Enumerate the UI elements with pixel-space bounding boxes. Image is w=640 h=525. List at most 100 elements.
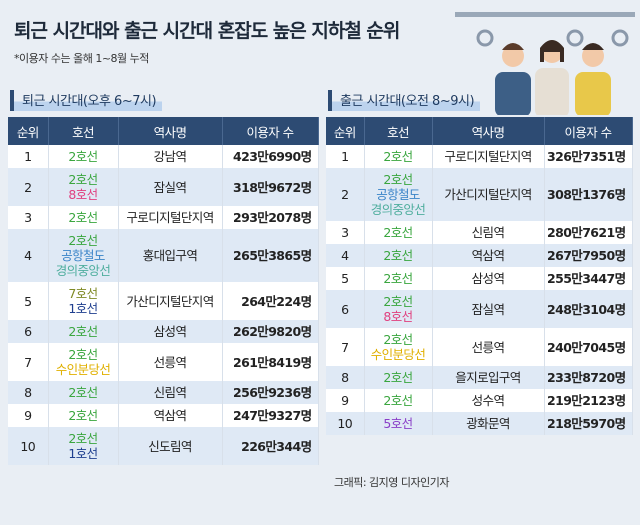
users: 280만7621명 — [544, 221, 633, 244]
station: 잠실역 — [118, 168, 223, 206]
station: 삼성역 — [118, 320, 223, 343]
lines: 2호선 — [364, 145, 433, 168]
lines: 2호선 — [48, 206, 119, 229]
table-row: 2 2호선 8호선 잠실역 318만9672명 — [8, 168, 319, 206]
rank: 1 — [326, 145, 365, 168]
column-header: 역사명 — [118, 117, 223, 145]
users: 326만7351명 — [544, 145, 633, 168]
table-row: 8 2호선 을지로입구역 233만8720명 — [326, 366, 633, 389]
users: 247만9327명 — [222, 404, 319, 427]
lines: 5호선 — [364, 412, 433, 435]
lines: 2호선 — [48, 381, 119, 404]
rank: 5 — [326, 267, 365, 290]
station: 선릉역 — [118, 343, 223, 381]
station: 강남역 — [118, 145, 223, 168]
line-name: 2호선 — [68, 149, 98, 164]
lines: 2호선 수인분당선 — [48, 343, 119, 381]
title: 퇴근 시간대와 출근 시간대 혼잡도 높은 지하철 순위 — [14, 20, 400, 42]
rank: 9 — [8, 404, 49, 427]
line-name: 2호선 — [68, 347, 98, 362]
line-name: 수인분당선 — [55, 362, 111, 377]
column-header: 이용자 수 — [222, 117, 319, 145]
rank: 1 — [8, 145, 49, 168]
users: 226만344명 — [222, 427, 319, 465]
ranking-table: 순위 호선 역사명 이용자 수 1 2호선 강남역 423만6990명 2 2호선 8호선 잠실역 31… — [8, 117, 319, 465]
table-row: 1 2호선 구로디지털단지역 326만7351명 — [326, 145, 633, 168]
station: 신림역 — [118, 381, 223, 404]
rank: 8 — [8, 381, 49, 404]
line-name: 1호선 — [68, 301, 98, 316]
station: 신림역 — [432, 221, 545, 244]
station: 삼성역 — [432, 267, 545, 290]
users: 255만3447명 — [544, 267, 633, 290]
table-row: 8 2호선 신림역 256만9236명 — [8, 381, 319, 404]
users: 233만8720명 — [544, 366, 633, 389]
lines: 2호선 공항철도 경의중앙선 — [364, 168, 433, 221]
users: 219만2123명 — [544, 389, 633, 412]
line-name: 2호선 — [383, 149, 413, 164]
line-name: 8호선 — [383, 309, 413, 324]
users: 261만8419명 — [222, 343, 319, 381]
lines: 2호선 공항철도 경의중앙선 — [48, 229, 119, 282]
rank: 4 — [326, 244, 365, 267]
users: 267만7950명 — [544, 244, 633, 267]
users: 240만7045명 — [544, 328, 633, 366]
station: 선릉역 — [432, 328, 545, 366]
lines: 2호선 — [48, 320, 119, 343]
line-name: 공항철도 — [61, 248, 105, 263]
lines: 2호선 8호선 — [364, 290, 433, 328]
station: 구로디지털단지역 — [118, 206, 223, 229]
line-name: 2호선 — [68, 385, 98, 400]
rank: 6 — [8, 320, 49, 343]
note: *이용자 수는 올해 1~8월 누적 — [14, 52, 149, 65]
line-name: 경의중앙선 — [55, 263, 111, 278]
line-name: 8호선 — [68, 187, 98, 202]
station: 구로디지털단지역 — [432, 145, 545, 168]
table-row: 7 2호선 수인분당선 선릉역 261만8419명 — [8, 343, 319, 381]
column-header: 호선 — [48, 117, 119, 145]
users: 423만6990명 — [222, 145, 319, 168]
table-row: 1 2호선 강남역 423만6990명 — [8, 145, 319, 168]
line-name: 2호선 — [383, 393, 413, 408]
table-row: 4 2호선 역삼역 267만7950명 — [326, 244, 633, 267]
column-header: 역사명 — [432, 117, 545, 145]
hand-loops — [476, 29, 629, 47]
rank: 8 — [326, 366, 365, 389]
line-name: 2호선 — [68, 210, 98, 225]
line-name: 5호선 — [383, 416, 413, 431]
handrail — [455, 12, 635, 17]
section-label: 퇴근 시간대(오후 6~7시) — [10, 90, 163, 111]
line-name: 2호선 — [383, 294, 413, 309]
rank: 3 — [326, 221, 365, 244]
station: 가산디지털단지역 — [118, 282, 223, 320]
ranking-table: 순위 호선 역사명 이용자 수 1 2호선 구로디지털단지역 326만7351명 2 2호선 공항철… — [326, 117, 633, 435]
line-name: 1호선 — [68, 446, 98, 461]
table-row: 10 5호선 광화문역 218만5970명 — [326, 412, 633, 435]
line-name: 2호선 — [68, 431, 98, 446]
passengers — [495, 40, 611, 115]
table-row: 3 2호선 신림역 280만7621명 — [326, 221, 633, 244]
lines: 2호선 — [364, 389, 433, 412]
table-row: 6 2호선 삼성역 262만9820명 — [8, 320, 319, 343]
line-name: 2호선 — [383, 332, 413, 347]
header-row: 순위 호선 역사명 이용자 수 — [8, 117, 319, 145]
lines: 2호선 1호선 — [48, 427, 119, 465]
table-row: 9 2호선 역삼역 247만9327명 — [8, 404, 319, 427]
line-name: 2호선 — [68, 233, 98, 248]
station: 신도림역 — [118, 427, 223, 465]
table-row: 7 2호선 수인분당선 선릉역 240만7045명 — [326, 328, 633, 366]
users: 248만3104명 — [544, 290, 633, 328]
line-name: 2호선 — [383, 225, 413, 240]
column-header: 순위 — [326, 117, 365, 145]
column-header: 순위 — [8, 117, 49, 145]
table-row: 3 2호선 구로디지털단지역 293만2078명 — [8, 206, 319, 229]
rank: 4 — [8, 229, 49, 282]
line-name: 경의중앙선 — [370, 202, 426, 217]
rank: 5 — [8, 282, 49, 320]
lines: 2호선 — [364, 244, 433, 267]
users: 293만2078명 — [222, 206, 319, 229]
line-name: 2호선 — [68, 324, 98, 339]
users: 318만9672명 — [222, 168, 319, 206]
lines: 7호선 1호선 — [48, 282, 119, 320]
